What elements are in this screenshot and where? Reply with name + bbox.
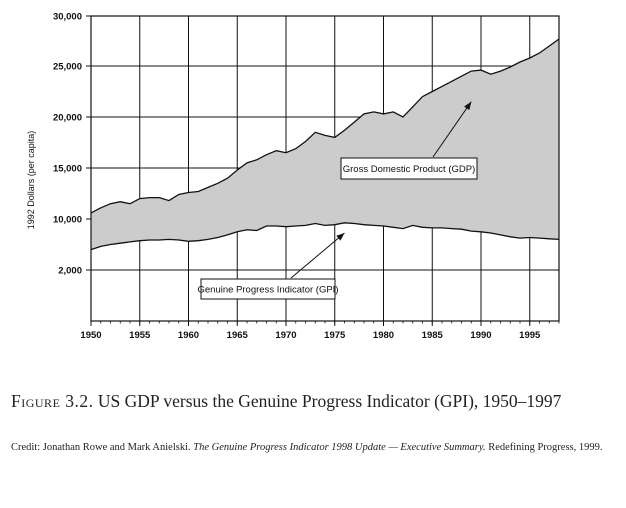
x-tick-label-4: 1970: [275, 330, 296, 341]
x-tick-label-0: 1950: [80, 330, 101, 341]
annotations: Gross Domestic Product (GDP) Genuine Prog…: [198, 101, 478, 300]
y-axis-ticks: 2,000 10,000 15,000 20,000 25,000 30,000: [53, 12, 91, 277]
y-tick-label-5: 30,000: [53, 12, 82, 23]
annotation-arrow-line-0: [432, 101, 472, 158]
annotation-0: Gross Domestic Product (GDP): [340, 101, 478, 180]
y-tick-label-2: 15,000: [53, 164, 82, 175]
figure-title: US GDP versus the Genuine Progress Indic…: [97, 391, 562, 411]
y-axis-title: 1992 Dollars (per capita): [26, 131, 36, 230]
x-tick-label-8: 1990: [470, 330, 491, 341]
chart: 1950 1955 1960 1965 1970 1975 1980 1985 1990 1995…: [26, 12, 560, 341]
figure-credit: Credit: Jonathan Rowe and Mark Anielski.…: [11, 440, 611, 455]
x-tick-label-9: 1995: [519, 330, 541, 341]
x-tick-label-3: 1965: [227, 330, 249, 341]
annotation-label-1: Genuine Progress Indicator (GPI): [198, 285, 339, 296]
figure-caption: Figure 3.2. US GDP versus the Genuine Pr…: [11, 389, 611, 413]
y-tick-label-1: 10,000: [53, 215, 82, 226]
annotation-box-0: [340, 157, 478, 180]
x-axis-ticks: 1950 1955 1960 1965 1970 1975 1980 1985 1990 1995: [80, 321, 560, 341]
y-tick-label-3: 20,000: [53, 113, 82, 124]
figure-label: Figure 3.2.: [11, 391, 94, 411]
x-tick-label-7: 1985: [422, 330, 444, 341]
annotation-label-0: Gross Domestic Product (GDP): [343, 164, 476, 175]
y-tick-label-4: 25,000: [53, 62, 82, 73]
annotation-arrow-line-1: [290, 232, 345, 279]
annotation-1: Genuine Progress Indicator (GPI): [198, 232, 345, 300]
annotation-arrowhead-0: [464, 101, 472, 111]
x-tick-label-6: 1980: [373, 330, 394, 341]
y-tick-label-0: 2,000: [58, 266, 82, 277]
series-line-gdp: [90, 38, 560, 214]
x-tick-label-1: 1955: [129, 330, 151, 341]
gap-area: [91, 39, 559, 250]
credit-suffix: Redefining Progress, 1999.: [485, 442, 603, 453]
annotation-box-1: [200, 278, 336, 300]
series-line-gpi: [90, 222, 560, 251]
annotation-arrowhead-1: [336, 233, 345, 241]
x-tick-label-2: 1960: [178, 330, 199, 341]
x-tick-label-5: 1975: [324, 330, 346, 341]
credit-title: The Genuine Progress Indicator 1998 Upda…: [193, 442, 486, 453]
credit-prefix: Credit: Jonathan Rowe and Mark Anielski.: [11, 442, 194, 453]
